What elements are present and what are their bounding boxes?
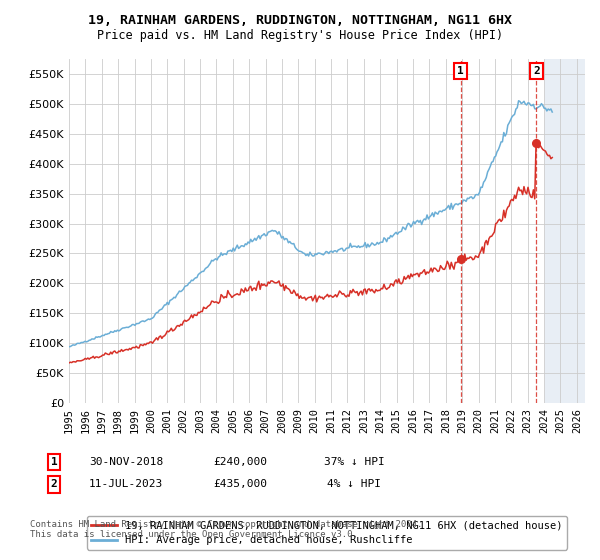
- Text: 2: 2: [533, 66, 540, 76]
- Text: 1: 1: [50, 457, 58, 467]
- Text: 4% ↓ HPI: 4% ↓ HPI: [327, 479, 381, 489]
- Bar: [545, 59, 585, 403]
- Text: 37% ↓ HPI: 37% ↓ HPI: [323, 457, 385, 467]
- Text: £435,000: £435,000: [213, 479, 267, 489]
- Text: Contains HM Land Registry data © Crown copyright and database right 2024.
This d: Contains HM Land Registry data © Crown c…: [30, 520, 422, 539]
- Text: 30-NOV-2018: 30-NOV-2018: [89, 457, 163, 467]
- Text: £240,000: £240,000: [213, 457, 267, 467]
- Bar: [545, 59, 585, 403]
- Text: 11-JUL-2023: 11-JUL-2023: [89, 479, 163, 489]
- Text: 1: 1: [457, 66, 464, 76]
- Text: Price paid vs. HM Land Registry's House Price Index (HPI): Price paid vs. HM Land Registry's House …: [97, 29, 503, 42]
- Text: 19, RAINHAM GARDENS, RUDDINGTON, NOTTINGHAM, NG11 6HX: 19, RAINHAM GARDENS, RUDDINGTON, NOTTING…: [88, 14, 512, 27]
- Legend: 19, RAINHAM GARDENS, RUDDINGTON, NOTTINGHAM, NG11 6HX (detached house), HPI: Ave: 19, RAINHAM GARDENS, RUDDINGTON, NOTTING…: [87, 516, 567, 549]
- Text: 2: 2: [50, 479, 58, 489]
